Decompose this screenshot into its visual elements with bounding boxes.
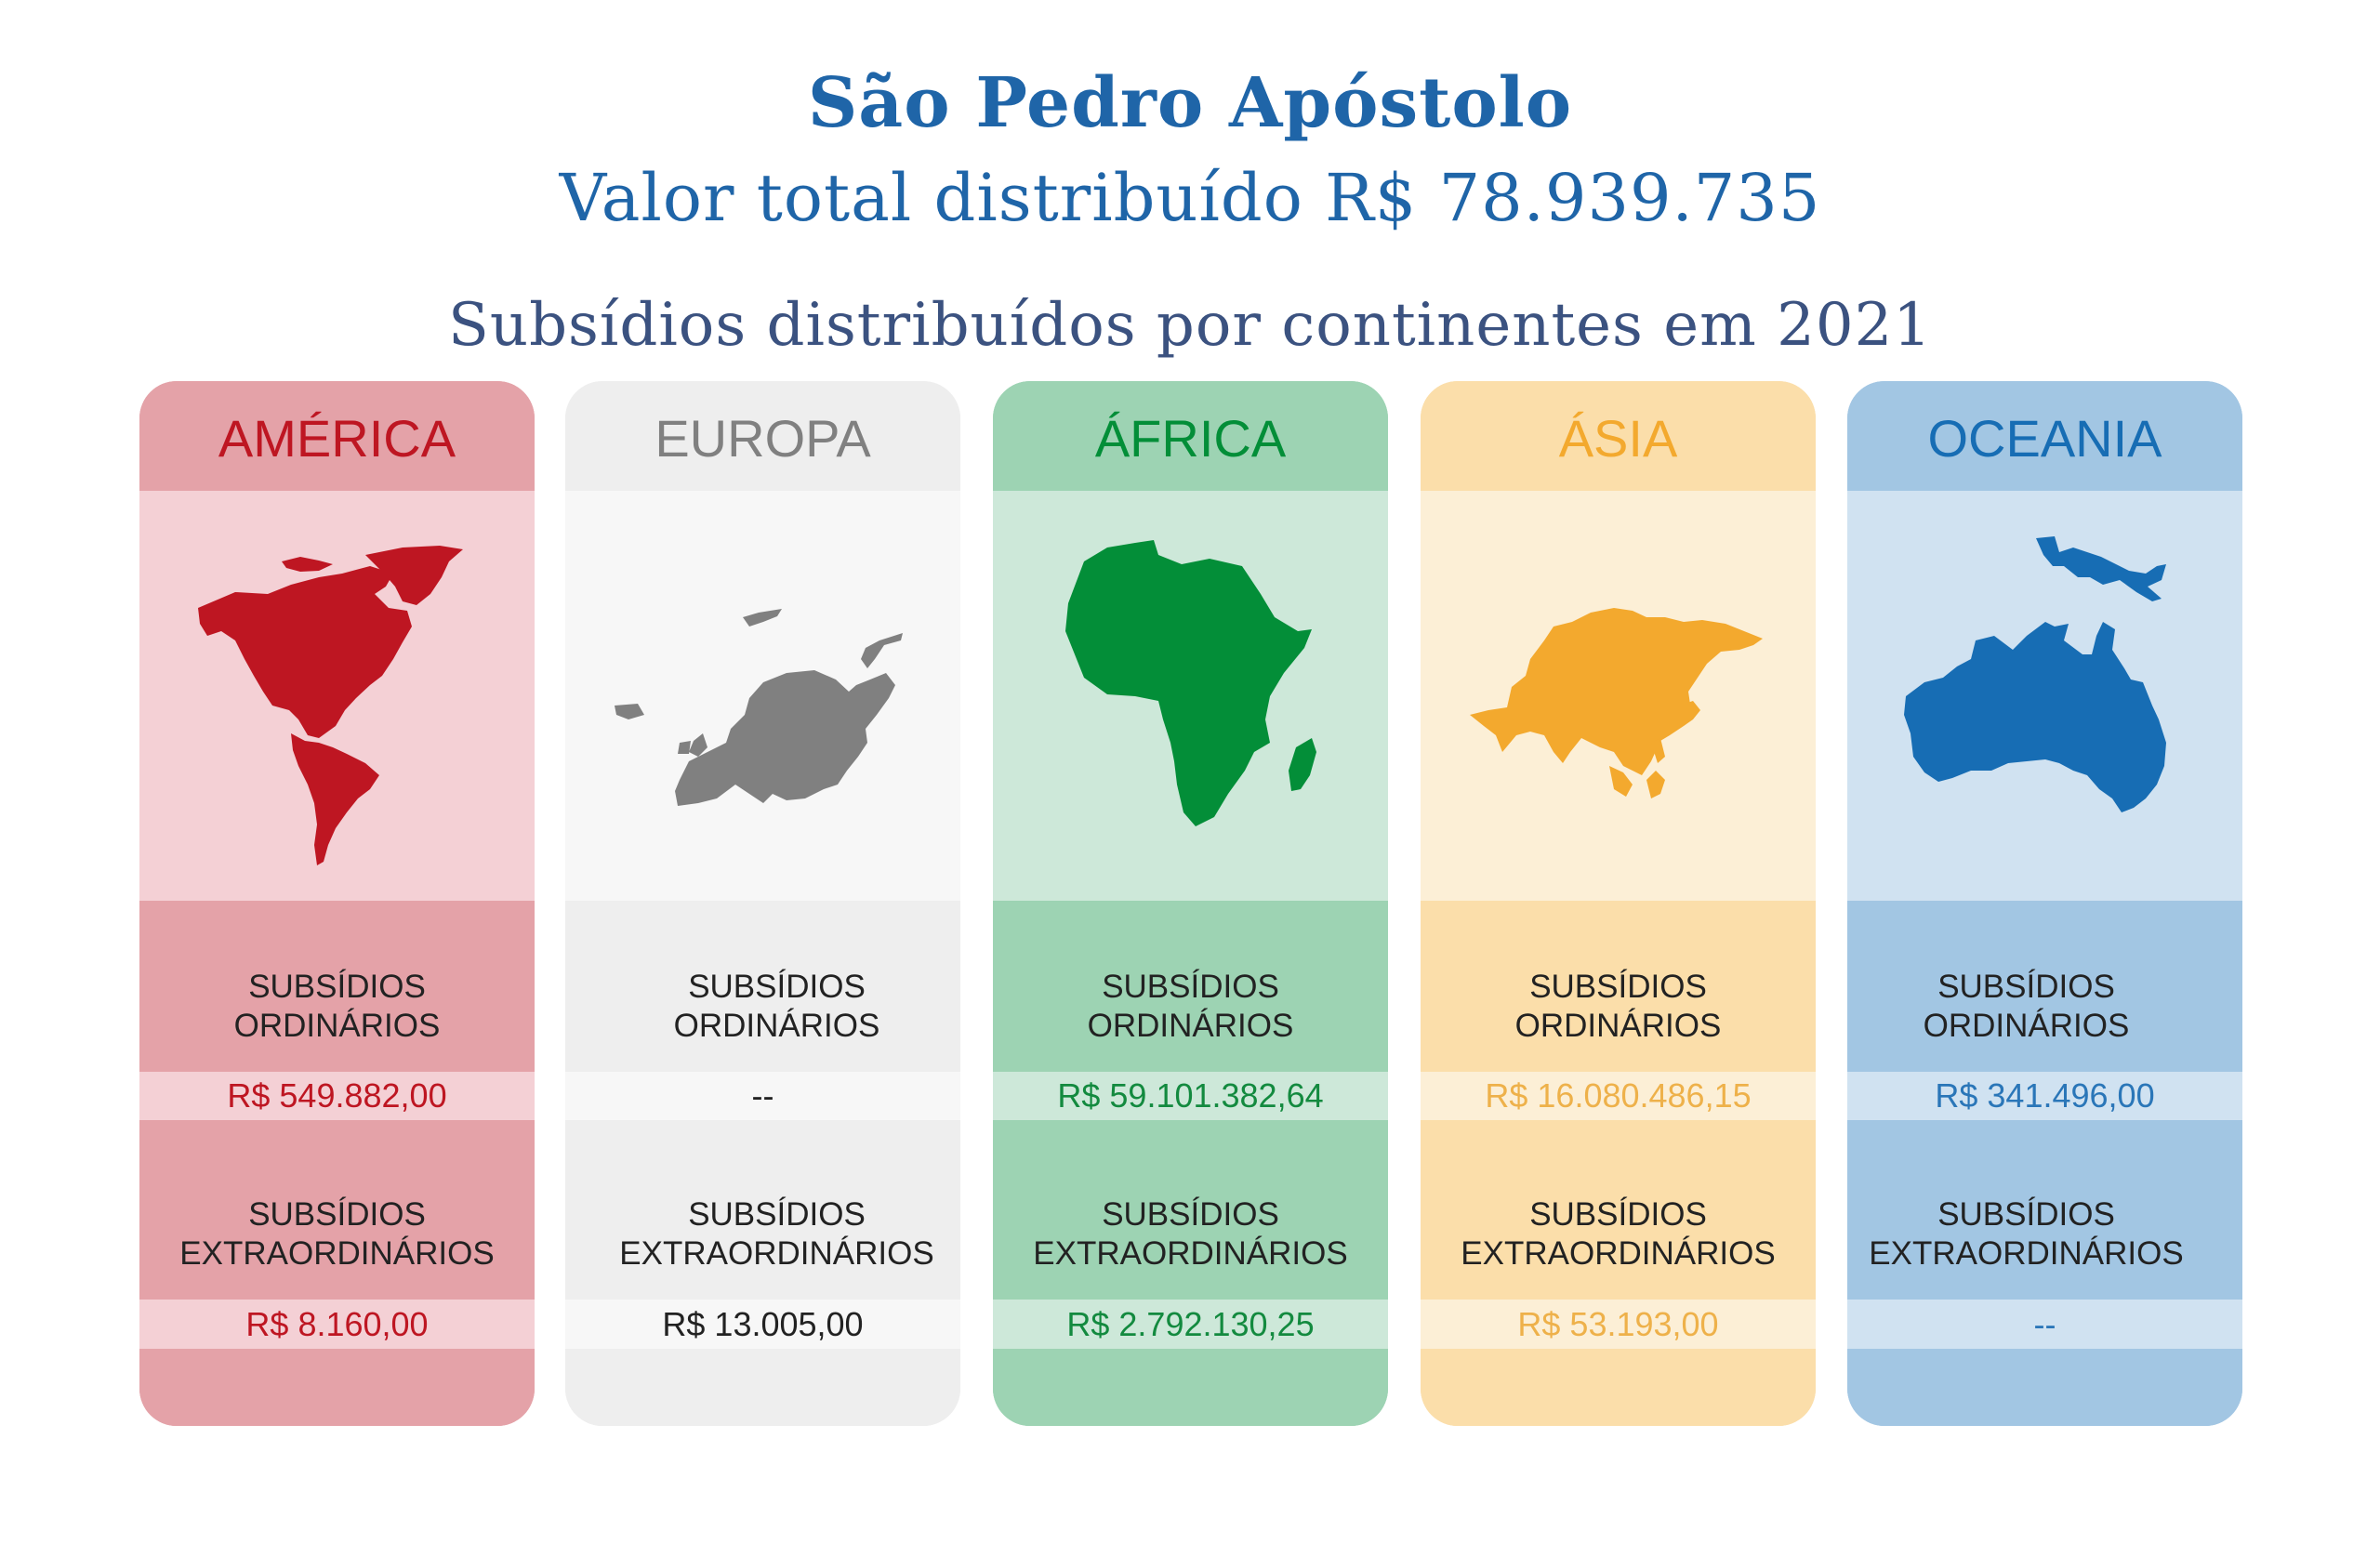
- ordinary-value: --: [565, 1072, 960, 1120]
- asia-map-icon: [1469, 607, 1763, 798]
- ordinary-label: SUBSÍDIOS ORDINÁRIOS: [1421, 901, 1816, 1072]
- ordinary-value: R$ 59.101.382,64: [993, 1072, 1388, 1120]
- extraordinary-label: SUBSÍDIOS EXTRAORDINÁRIOS: [565, 1120, 960, 1300]
- map-area: [1847, 491, 2242, 901]
- ordinary-value: R$ 341.496,00: [1847, 1072, 2242, 1120]
- ordinary-value: R$ 16.080.486,15: [1421, 1072, 1816, 1120]
- continent-card-oceania: OCEANIA SUBSÍDIOS ORDINÁRIOS R$ 341.496,…: [1847, 381, 2242, 1426]
- extraordinary-value: R$ 53.193,00: [1421, 1300, 1816, 1349]
- extraordinary-label: SUBSÍDIOS EXTRAORDINÁRIOS: [1847, 1120, 2242, 1300]
- map-area: [139, 491, 535, 901]
- extraordinary-label: SUBSÍDIOS EXTRAORDINÁRIOS: [139, 1120, 535, 1300]
- map-area: [993, 491, 1388, 901]
- extraordinary-value: R$ 13.005,00: [565, 1300, 960, 1349]
- extraordinary-value: --: [1847, 1300, 2242, 1349]
- card-footer: [993, 1349, 1388, 1426]
- total-distributed: Valor total distribuído R$ 78.939.735: [559, 160, 1821, 236]
- map-area: [565, 491, 960, 901]
- continent-name: ÁSIA: [1421, 381, 1816, 491]
- extraordinary-label: SUBSÍDIOS EXTRAORDINÁRIOS: [1421, 1120, 1816, 1300]
- continent-name: OCEANIA: [1847, 381, 2242, 491]
- ordinary-label: SUBSÍDIOS ORDINÁRIOS: [993, 901, 1388, 1072]
- continent-card-asia: ÁSIA SUBSÍDIOS ORDINÁRIOS R$ 16.080.486,…: [1421, 381, 1816, 1426]
- ordinary-label: SUBSÍDIOS ORDINÁRIOS: [139, 901, 535, 1072]
- continent-card-america: AMÉRICA SUBSÍDIOS ORDINÁRIOS R$ 549.882,…: [139, 381, 535, 1426]
- continent-name: EUROPA: [565, 381, 960, 491]
- continent-card-africa: ÁFRICA SUBSÍDIOS ORDINÁRIOS R$ 59.101.38…: [993, 381, 1388, 1426]
- continent-card-europe: EUROPA SUBSÍDIOS ORDINÁRIOS -- SUBSÍDIOS…: [565, 381, 960, 1426]
- card-footer: [565, 1349, 960, 1426]
- africa-map-icon: [1064, 539, 1316, 826]
- extraordinary-value: R$ 2.792.130,25: [993, 1300, 1388, 1349]
- oceania-map-icon: [1903, 535, 2166, 812]
- card-footer: [1421, 1349, 1816, 1426]
- ordinary-label: SUBSÍDIOS ORDINÁRIOS: [1847, 901, 2242, 1072]
- ordinary-label: SUBSÍDIOS ORDINÁRIOS: [565, 901, 960, 1072]
- card-footer: [1847, 1349, 2242, 1426]
- card-footer: [139, 1349, 535, 1426]
- continent-name: ÁFRICA: [993, 381, 1388, 491]
- continent-name: AMÉRICA: [139, 381, 535, 491]
- page-title: São Pedro Apóstolo: [807, 63, 1573, 143]
- extraordinary-label: SUBSÍDIOS EXTRAORDINÁRIOS: [993, 1120, 1388, 1300]
- ordinary-value: R$ 549.882,00: [139, 1072, 535, 1120]
- section-heading: Subsídios distribuídos por continentes e…: [448, 291, 1932, 360]
- europe-map-icon: [614, 608, 903, 806]
- americas-map-icon: [197, 545, 463, 865]
- map-area: [1421, 491, 1816, 901]
- extraordinary-value: R$ 8.160,00: [139, 1300, 535, 1349]
